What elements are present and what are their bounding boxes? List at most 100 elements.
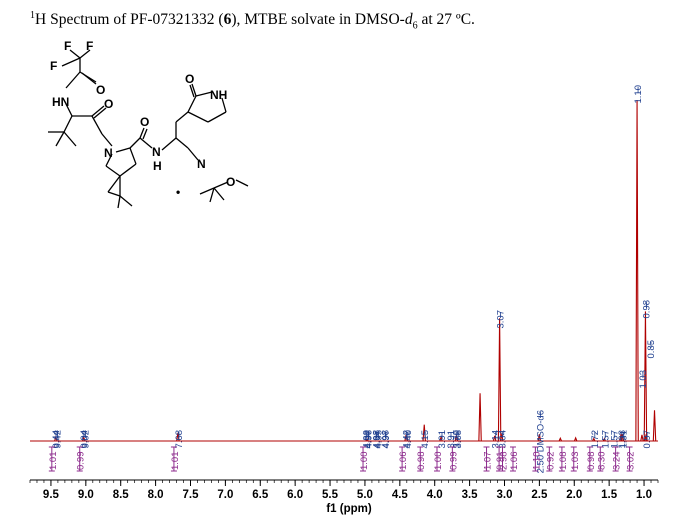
atom-f-2: F <box>86 39 93 53</box>
peak-label: 1.33 <box>617 430 628 449</box>
peak-label: 4.15 <box>420 430 431 449</box>
peak-label: 0.98 <box>641 300 652 319</box>
x-axis-tick-label: 8.0 <box>148 489 164 501</box>
spectrum-peak <box>644 434 648 442</box>
atom-f-3: F <box>50 59 57 73</box>
atom-o-4: O <box>185 72 194 86</box>
atom-o-2: O <box>104 97 113 111</box>
peak-label-text: 3.07 <box>496 310 507 329</box>
peak-label-text: 9.04 <box>79 430 90 449</box>
peak-label: 2.50 DMSO-d6 <box>535 410 546 473</box>
integrals-layer: 1.01 0.99 1.01 1.00 1.06 0.98 1.00 0.99 1.07 2.98… <box>48 446 637 472</box>
integral-value: 1.00 <box>359 452 370 471</box>
peak-label: 9.02 <box>80 430 91 449</box>
integral: 1.06 <box>509 446 520 472</box>
integral: 0.92 <box>545 446 556 472</box>
spectrum-title: 1H Spectrum of PF-07321332 (6), MTBE sol… <box>30 10 475 31</box>
peak-label-text: 4.97 <box>381 430 392 449</box>
x-axis-tick-label: 5.0 <box>357 489 373 501</box>
integral-value: 1.07 <box>483 452 494 471</box>
x-axis-tick-label: 9.5 <box>43 489 60 501</box>
atom-nh-1: NH <box>210 88 227 102</box>
atom-o-5: O <box>226 175 235 189</box>
spectrum-peak <box>635 99 639 442</box>
peak-label: 4.98 <box>371 430 382 449</box>
integral-value: 2.98 <box>499 452 510 471</box>
title-superscript: 1 <box>30 10 35 21</box>
x-axis-tick-label: 3.0 <box>496 489 512 501</box>
x-axis-tick-label: 5.5 <box>322 489 339 501</box>
peak-label-text: 9.42 <box>53 430 64 449</box>
integral-value: 1.00 <box>433 452 444 471</box>
integral-value: 0.99 <box>448 452 459 471</box>
integral-value: 3.24 <box>612 452 623 471</box>
peak-label: 4.42 <box>401 430 412 449</box>
peak-label: 3.91 <box>437 430 448 449</box>
peak-label-text: 3.91 <box>437 430 448 449</box>
integral-value: 0.91 <box>495 452 506 471</box>
x-axis-tick-label: 2.0 <box>566 489 582 501</box>
peak-label-text: 4.96 <box>364 430 375 449</box>
peak-label-text: 0.98 <box>641 300 652 319</box>
peak-label: 3.04 <box>498 430 509 449</box>
peak-label-text: 1.33 <box>617 430 628 449</box>
peak-label-text: 4.97 <box>372 430 383 449</box>
peak-label: 1.57 <box>600 430 611 449</box>
spectrum-peak <box>439 435 443 442</box>
integral-value: 0.98 <box>586 452 597 471</box>
title-subscript-number: 6 <box>412 20 418 32</box>
integral-value: 8.30 <box>596 452 607 471</box>
peak-label: 9.04 <box>79 430 90 449</box>
x-axis-tick-label: 6.5 <box>252 489 269 501</box>
integral: 1.00 <box>433 446 444 472</box>
peak-label-text: 3.04 <box>498 430 509 449</box>
peak-label: 3.91 <box>446 430 457 449</box>
atom-o-3: O <box>140 115 149 129</box>
integral: 0.98 <box>416 446 427 472</box>
integral: 1.00 <box>359 446 370 472</box>
integral-value: 0.99 <box>76 452 87 471</box>
atom-o-1: O <box>96 83 105 97</box>
spectrum-peak <box>592 437 596 442</box>
x-axis-tick-label: 1.5 <box>601 489 618 501</box>
integral-value: 0.98 <box>416 452 427 471</box>
integral: 1.07 <box>483 446 494 472</box>
peak-label: 4.96 <box>364 430 375 449</box>
spectrum-layer <box>30 99 658 442</box>
peak-label-text: 7.68 <box>174 430 185 449</box>
integral-value: 1.08 <box>558 452 569 471</box>
integral-value: 1.06 <box>509 452 520 471</box>
integral: 3.24 <box>612 446 623 472</box>
peak-label-text: 4.97 <box>363 430 374 449</box>
peak-label-text: 3.70 <box>452 430 463 449</box>
peak-label-text: 4.99 <box>362 430 373 449</box>
peak-label: 9.44 <box>51 430 62 449</box>
atom-f-1: F <box>64 39 71 53</box>
atom-n-3: N <box>197 157 206 171</box>
spectrum-peak <box>365 437 369 442</box>
x-axis-tick-label: 2.5 <box>531 489 548 501</box>
integral: 3.02 <box>626 446 637 472</box>
x-axis-tick-label: 9.0 <box>78 489 94 501</box>
peak-label: 4.97 <box>363 430 374 449</box>
chemical-structure <box>48 49 249 209</box>
spectrum-peak <box>478 393 482 442</box>
title-subscript: d <box>404 11 413 29</box>
peak-label-text: 4.42 <box>401 430 412 449</box>
integral-value: 1.01 <box>170 452 181 471</box>
spectrum-peak <box>558 436 563 442</box>
x-axis-tick-label: 4.0 <box>427 489 443 501</box>
peak-label: 4.99 <box>362 430 373 449</box>
x-axis-tick-label: 7.0 <box>217 489 233 501</box>
integral: 1.10 <box>531 446 542 472</box>
peak-label: 0.97 <box>642 430 653 449</box>
peak-label: 4.97 <box>372 430 383 449</box>
integral: 1.03 <box>570 446 581 472</box>
integral-value: 1.03 <box>570 452 581 471</box>
peak-label-text: 4.95 <box>373 430 384 449</box>
integral-value: 1.06 <box>398 452 409 471</box>
integral: 0.99 <box>76 446 87 472</box>
peak-label-text: 1.57 <box>609 430 620 449</box>
peak-label: 3.07 <box>496 310 507 329</box>
peak-label: 1.03 <box>638 370 649 389</box>
